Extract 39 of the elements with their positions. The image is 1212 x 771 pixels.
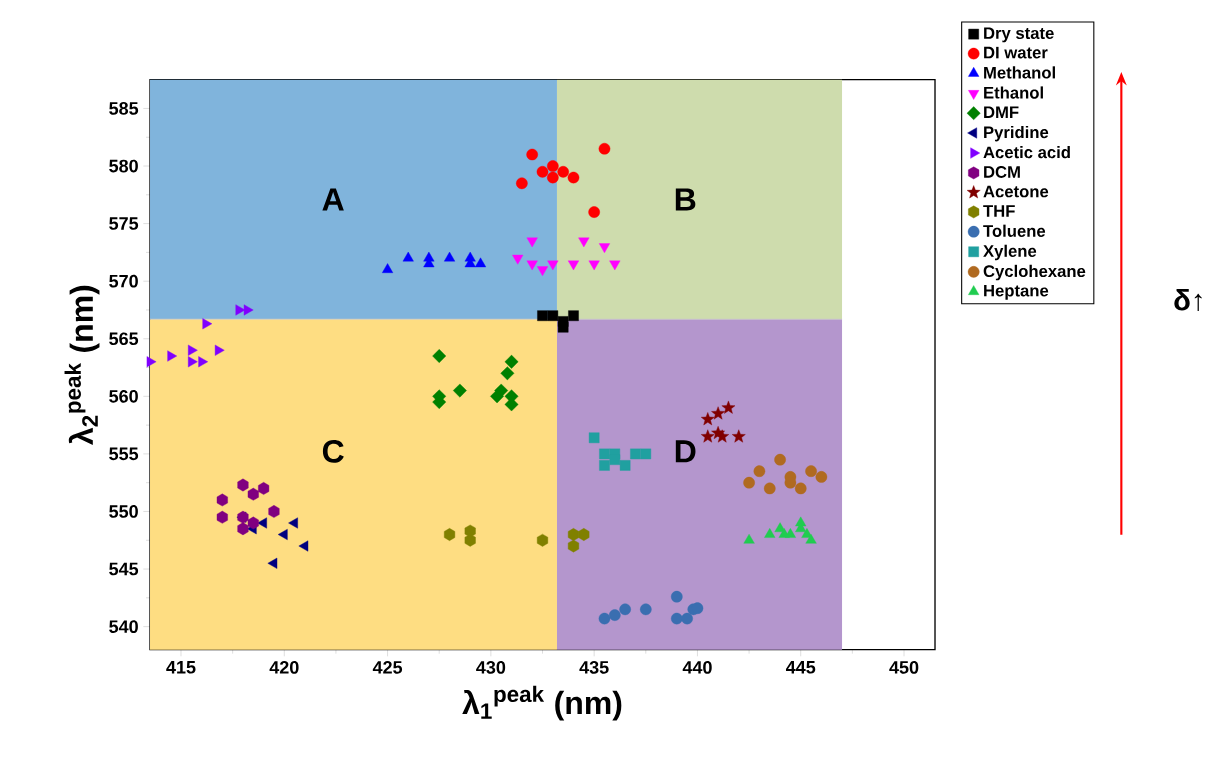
y-axis-title: λ$_{2}$$^{peak}$ (nm)	[64, 286, 100, 446]
band-label: D	[675, 440, 696, 463]
x-axis-title: λ$_{1}$$^{peak}$ (nm)	[462, 685, 622, 721]
x-tick-label: 430	[476, 661, 506, 674]
x-tick-label: 415	[166, 661, 196, 674]
legend-label: Toluene	[983, 224, 1046, 238]
y-tick-label: 550	[109, 505, 138, 519]
legend-label: Pyridine	[984, 126, 1049, 142]
y-tick-label: 540	[109, 620, 138, 634]
band-label: C	[322, 440, 344, 463]
legend-label: THF	[983, 205, 1015, 217]
band-label: A	[322, 188, 344, 211]
x-tick-label: 445	[785, 661, 816, 674]
legend-label: DI water	[984, 47, 1048, 59]
y-tick-label: 580	[109, 159, 138, 173]
y-tick-label: 575	[109, 217, 139, 231]
y-tick-label: 585	[109, 102, 139, 115]
legend-label: Ethanol	[984, 86, 1043, 99]
legend-label: Methanol	[984, 66, 1055, 79]
text: δ↑	[1174, 289, 1202, 312]
y-tick-label: 560	[109, 390, 138, 403]
band-label: B	[675, 188, 696, 211]
y-tick-label: 555	[109, 447, 139, 461]
legend-label: Dry state	[984, 27, 1054, 43]
x-tick-label: 440	[682, 661, 712, 674]
legend-label: Acetone	[983, 185, 1049, 198]
y-tick-label: 565	[109, 332, 139, 346]
legend-label: Heptane	[984, 285, 1049, 300]
legend-label: Acetic acid	[983, 146, 1070, 159]
y-tick-label: 545	[109, 562, 139, 576]
y-tick-label: 570	[109, 274, 138, 288]
x-tick-label: 435	[579, 661, 609, 674]
legend-label: Cyclohexane	[983, 264, 1086, 281]
legend-label: DCM	[984, 166, 1020, 179]
x-tick-label: 425	[372, 661, 403, 674]
x-tick-label: 420	[269, 661, 299, 674]
legend-label: DMF	[984, 106, 1019, 119]
legend-label: Xylene	[983, 244, 1037, 261]
x-tick-label: 450	[889, 661, 919, 674]
